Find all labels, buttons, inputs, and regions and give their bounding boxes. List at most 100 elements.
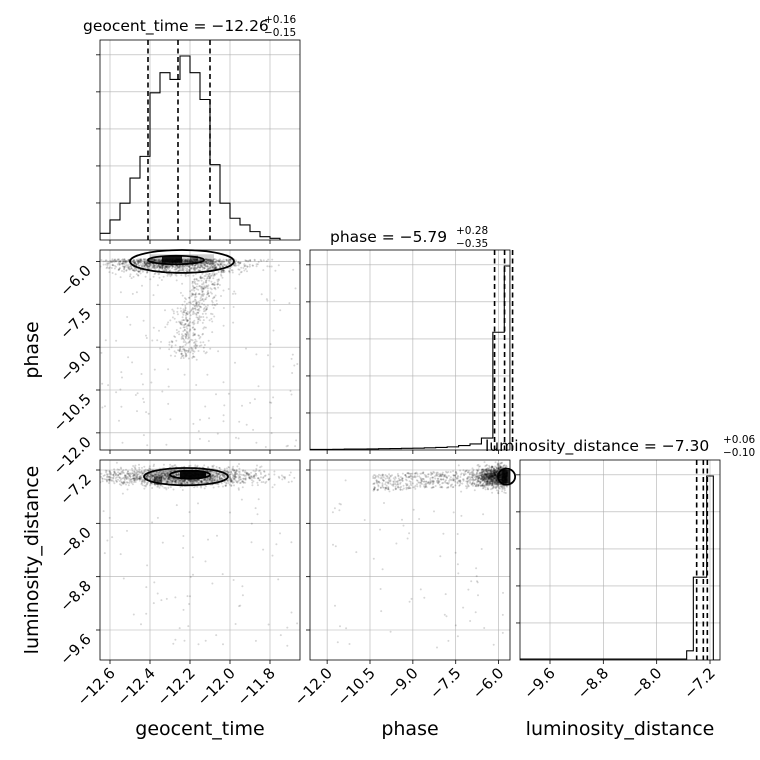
sample-point xyxy=(499,466,502,469)
sample-point xyxy=(112,260,115,263)
sample-point xyxy=(493,481,496,484)
sample-point xyxy=(498,468,501,471)
sample-point xyxy=(177,349,180,352)
sample-point xyxy=(492,471,495,474)
sample-point xyxy=(177,482,180,485)
sample-point xyxy=(235,259,238,262)
sample-point xyxy=(222,271,224,273)
sample-point xyxy=(135,471,138,474)
sample-point xyxy=(127,356,130,359)
sample-point xyxy=(255,474,258,477)
sample-point xyxy=(200,480,203,483)
sample-point xyxy=(179,485,182,488)
sample-point xyxy=(496,463,499,466)
sample-point xyxy=(494,465,497,468)
sample-point xyxy=(233,484,235,487)
sample-point xyxy=(214,475,217,478)
sample-point xyxy=(499,473,502,476)
sample-point xyxy=(217,482,220,485)
sample-point xyxy=(170,273,173,276)
sample-point xyxy=(107,384,110,387)
sample-point xyxy=(121,470,124,473)
sample-point xyxy=(163,470,166,473)
sample-point xyxy=(137,274,140,277)
sample-point xyxy=(396,480,398,483)
sample-point xyxy=(192,323,195,326)
sample-point xyxy=(184,261,187,264)
sample-point xyxy=(125,260,127,263)
sample-point xyxy=(165,266,168,268)
sample-point xyxy=(109,476,112,479)
sample-point xyxy=(208,275,211,278)
sample-point xyxy=(207,284,210,287)
sample-point xyxy=(197,350,200,352)
sample-point xyxy=(194,479,197,482)
sample-point xyxy=(501,488,504,490)
sample-point xyxy=(485,473,488,475)
sample-point xyxy=(130,472,133,475)
sample-point xyxy=(182,265,185,268)
sample-point xyxy=(183,311,186,314)
sample-point xyxy=(123,481,126,484)
sample-point xyxy=(153,264,156,267)
sample-point xyxy=(487,474,490,476)
sample-point xyxy=(106,539,109,542)
sample-point xyxy=(184,479,187,482)
sample-point xyxy=(194,480,197,483)
sample-point xyxy=(132,269,134,272)
sample-point xyxy=(498,483,500,486)
sample-point xyxy=(267,354,269,357)
sample-point xyxy=(489,473,492,476)
sample-point xyxy=(197,334,200,337)
sample-point xyxy=(208,276,211,279)
sample-point xyxy=(126,476,129,478)
sample-point xyxy=(46,483,48,485)
sample-point xyxy=(145,475,148,478)
sample-point xyxy=(124,475,127,478)
sample-point xyxy=(127,484,130,487)
sample-point xyxy=(271,258,274,261)
sample-point xyxy=(167,368,170,371)
sample-point xyxy=(489,476,492,479)
sample-point xyxy=(466,477,469,480)
sample-point xyxy=(172,474,175,477)
sample-point xyxy=(120,405,123,408)
sample-point xyxy=(494,476,497,479)
sample-point xyxy=(138,468,141,471)
sample-point xyxy=(483,461,486,464)
sample-point xyxy=(200,289,203,291)
sample-point xyxy=(486,471,489,474)
sample-point xyxy=(119,472,122,475)
sample-point xyxy=(200,486,203,489)
sample-point xyxy=(149,484,152,487)
sample-point xyxy=(240,478,243,481)
sample-point xyxy=(112,477,115,480)
sample-point xyxy=(188,465,191,468)
sample-point xyxy=(194,338,197,341)
sample-point xyxy=(497,467,500,470)
sample-point xyxy=(184,297,186,300)
sample-point xyxy=(199,276,202,279)
sample-point xyxy=(499,473,502,476)
sample-point xyxy=(479,465,481,468)
sample-point xyxy=(193,479,196,482)
sample-point xyxy=(138,479,141,482)
sample-point xyxy=(106,475,109,478)
sample-point xyxy=(492,469,495,472)
sample-point xyxy=(244,259,247,262)
sample-point xyxy=(494,470,496,472)
sample-point xyxy=(464,470,467,473)
sample-point xyxy=(251,264,254,267)
sample-point xyxy=(483,478,486,481)
sample-point xyxy=(499,474,502,477)
sample-point xyxy=(183,479,186,482)
sample-point xyxy=(217,350,220,353)
sample-point xyxy=(145,586,148,589)
sample-point xyxy=(493,471,496,474)
sample-point xyxy=(156,265,159,268)
sample-point xyxy=(147,262,150,265)
sample-point xyxy=(258,479,261,482)
sample-point xyxy=(225,259,228,262)
sample-point xyxy=(181,337,184,340)
sample-point xyxy=(257,498,260,501)
